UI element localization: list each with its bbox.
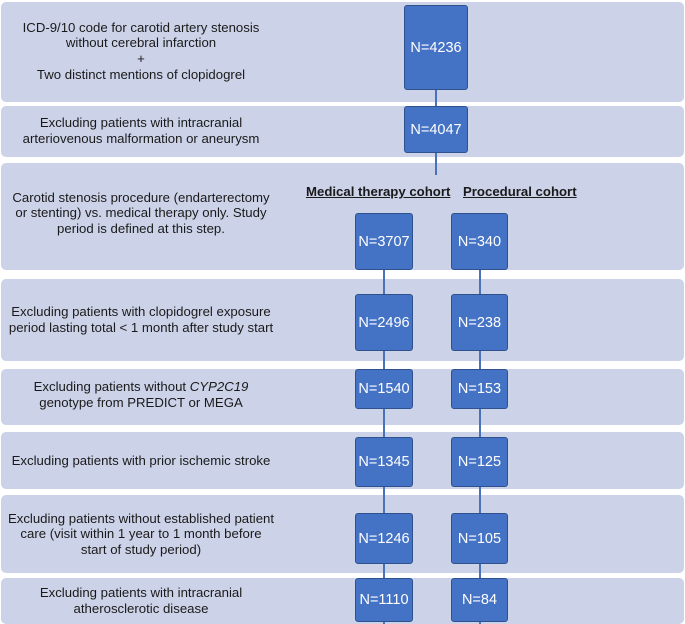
step-label: ICD-9/10 code for carotid artery stenosi… <box>6 20 276 82</box>
total-count-box: N=4236 <box>404 5 468 90</box>
step-text: ICD-9/10 code for carotid artery stenosi… <box>6 2 276 100</box>
step-label-text: Excluding patients with intracranial ath… <box>39 585 243 616</box>
step-text: Excluding patients with clopidogrel expo… <box>6 286 276 354</box>
step-text: Carotid stenosis procedure (endarterecto… <box>6 174 276 252</box>
procedural-cohort-header: Procedural cohort <box>463 184 577 199</box>
step-label: Carotid stenosis procedure (endarterecto… <box>6 190 276 237</box>
medical-count-box: N=1345 <box>355 437 413 487</box>
step-label: Excluding patients without CYP2C19 genot… <box>6 379 276 410</box>
connector-line <box>435 153 437 175</box>
medical-count-box: N=3707 <box>355 213 413 270</box>
step-label: Excluding patients with clopidogrel expo… <box>6 304 276 335</box>
step-band <box>1 369 684 425</box>
medical-count-box: N=1246 <box>355 513 413 564</box>
step-text: Excluding patients with intracranial art… <box>6 106 276 156</box>
procedural-count-box: N=238 <box>451 294 508 351</box>
step-label-text: Excluding patients without <box>33 379 190 395</box>
medical-count-box: N=1110 <box>355 578 413 622</box>
step-band <box>1 432 684 489</box>
step-text: Excluding patients with prior ischemic s… <box>6 436 276 486</box>
step-label-text: ICD-9/10 code for carotid artery stenosi… <box>22 19 260 82</box>
procedural-count-box: N=340 <box>451 213 508 270</box>
procedural-count-box: N=105 <box>451 513 508 564</box>
step-label: Excluding patients with intracranial ath… <box>6 585 276 616</box>
connector-line <box>435 90 437 106</box>
procedural-count-box: N=153 <box>451 369 508 409</box>
medical-cohort-header: Medical therapy cohort <box>306 184 451 199</box>
step-band <box>1 106 684 157</box>
total-count-box: N=4047 <box>404 106 468 153</box>
step-band <box>1 163 684 270</box>
step-text: Excluding patients with intracranial ath… <box>6 578 276 624</box>
gene-name: CYP2C19 <box>189 379 249 395</box>
step-label-text: Excluding patients with clopidogrel expo… <box>8 304 274 335</box>
medical-count-box: N=2496 <box>355 294 413 351</box>
step-band <box>1 495 684 573</box>
step-label: Excluding patients without established p… <box>6 511 276 558</box>
step-band <box>1 279 684 361</box>
step-label-text: Excluding patients with prior ischemic s… <box>11 453 271 469</box>
step-label-text: Excluding patients with intracranial art… <box>22 115 260 146</box>
procedural-count-box: N=125 <box>451 437 508 487</box>
step-label-text: Excluding patients without established p… <box>7 510 275 557</box>
medical-count-box: N=1540 <box>355 369 413 409</box>
procedural-count-box: N=84 <box>451 578 508 622</box>
step-band <box>1 578 684 624</box>
step-text: Excluding patients without CYP2C19 genot… <box>6 370 276 420</box>
step-label: Excluding patients with prior ischemic s… <box>12 453 271 469</box>
step-label: Excluding patients with intracranial art… <box>6 115 276 146</box>
step-label-text: Carotid stenosis procedure (endarterecto… <box>12 189 270 236</box>
step-band <box>1 2 684 102</box>
step-text: Excluding patients without established p… <box>6 496 276 572</box>
step-label-text: genotype from PREDICT or MEGA <box>39 395 243 410</box>
